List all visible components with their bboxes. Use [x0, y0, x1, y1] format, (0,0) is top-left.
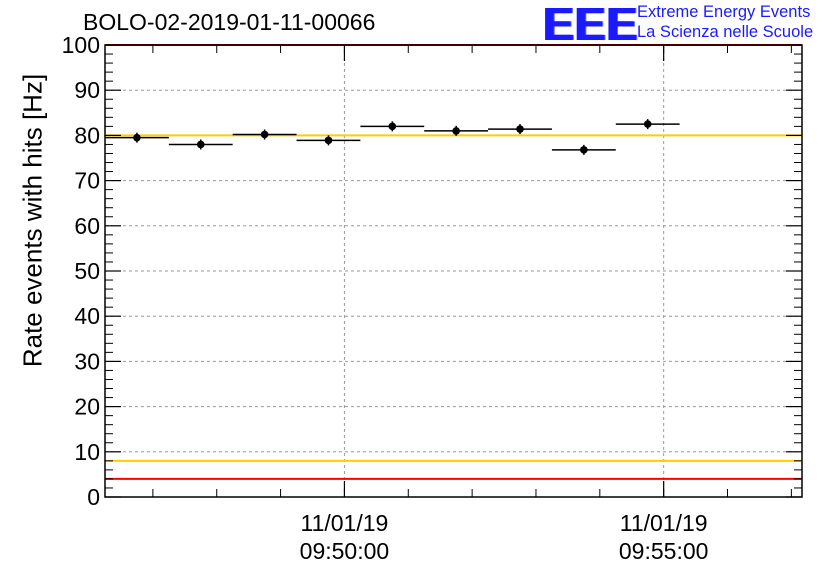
y-tick-label: 100 — [62, 32, 100, 58]
plot-frame — [104, 44, 803, 498]
data-point — [388, 122, 397, 131]
y-tick-label: 40 — [74, 303, 100, 329]
y-tick-label: 20 — [74, 394, 100, 420]
data-point — [643, 120, 652, 128]
logo-line-1: Extreme Energy Events — [637, 3, 811, 21]
data-point — [196, 140, 205, 149]
eee-logo: EEE — [543, 0, 639, 50]
x-tick-time: 09:50:00 — [300, 538, 390, 564]
data-point — [324, 136, 333, 145]
grid-layer — [105, 45, 802, 497]
x-tick-date: 11/01/19 — [620, 510, 708, 536]
data-point — [452, 127, 460, 135]
logo-line-2: La Scienza nelle Scuole — [637, 23, 814, 41]
y-tick-label: 70 — [74, 168, 100, 194]
y-tick-label: 80 — [74, 122, 100, 148]
chart-title: BOLO-02-2019-01-11-00066 — [83, 9, 376, 35]
y-tick-label: 0 — [87, 484, 100, 510]
x-tick-time: 09:55:00 — [619, 538, 709, 564]
y-tick-label: 50 — [74, 258, 100, 284]
data-point — [260, 130, 269, 139]
data-points — [105, 119, 680, 155]
data-point — [516, 125, 524, 133]
x-tick-date: 11/01/19 — [301, 510, 389, 536]
data-point — [133, 133, 141, 142]
reference-lines — [105, 44, 802, 480]
y-tick-label: 90 — [74, 77, 100, 103]
y-tick-label: 30 — [74, 348, 100, 374]
y-tick-label: 10 — [74, 439, 100, 465]
y-tick-label: 60 — [74, 213, 100, 239]
data-point — [580, 146, 588, 154]
axis-ticks: 010203040506070809010011/01/1909:50:0011… — [62, 32, 802, 564]
